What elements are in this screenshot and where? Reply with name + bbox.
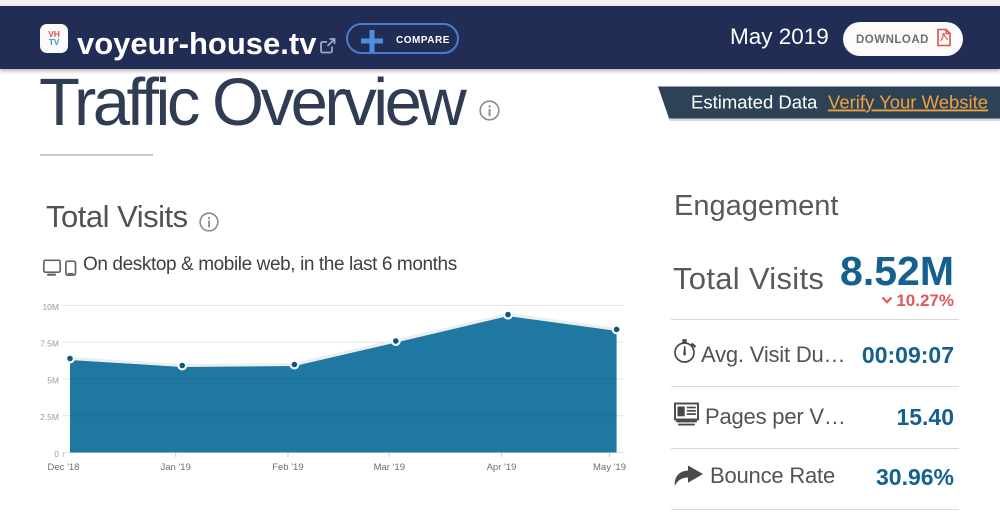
svg-text:Jan '19: Jan '19 — [161, 462, 191, 473]
svg-text:5M: 5M — [47, 376, 59, 386]
svg-text:10M: 10M — [42, 302, 59, 312]
svg-text:Apr '19: Apr '19 — [487, 462, 517, 473]
svg-text:7.5M: 7.5M — [40, 339, 59, 349]
svg-text:0: 0 — [54, 449, 59, 459]
svg-text:Dec '18: Dec '18 — [48, 462, 80, 473]
svg-text:2.5M: 2.5M — [40, 412, 59, 422]
svg-text:Feb '19: Feb '19 — [272, 462, 303, 473]
svg-text:Mar '19: Mar '19 — [374, 462, 405, 473]
svg-text:Estimated Data: Estimated Data — [691, 92, 818, 113]
svg-text:May '19: May '19 — [593, 462, 626, 473]
svg-text:Verify Your Website: Verify Your Website — [828, 92, 988, 113]
